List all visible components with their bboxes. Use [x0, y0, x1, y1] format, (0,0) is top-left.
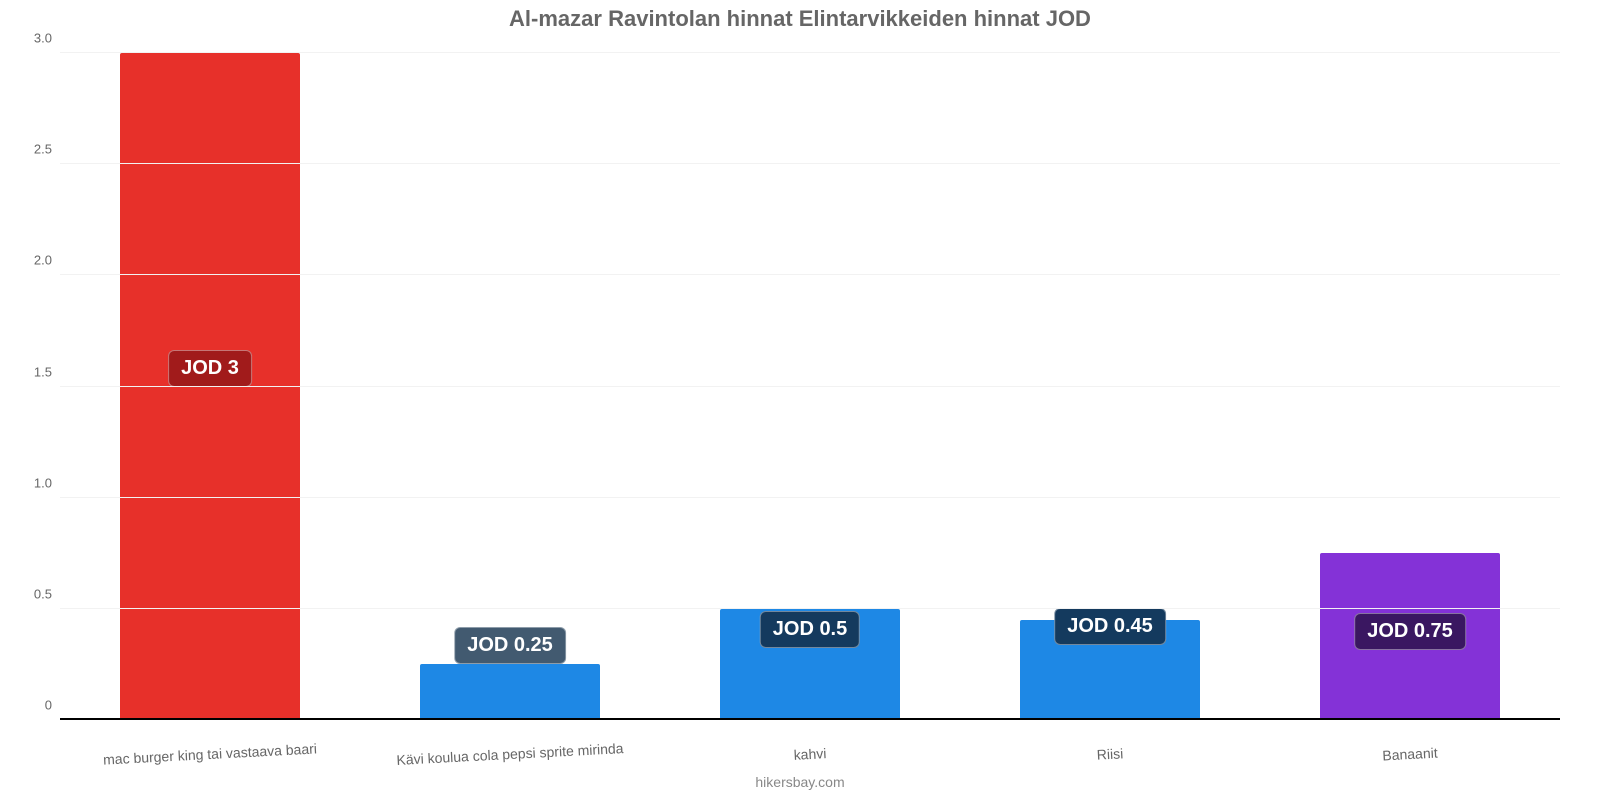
- gridline: [60, 163, 1560, 164]
- attribution-text: hikersbay.com: [0, 774, 1600, 790]
- x-axis-line: [60, 718, 1560, 720]
- gridline: [60, 52, 1560, 53]
- y-tick-label: 3.0: [34, 31, 52, 46]
- bar: JOD 0.25: [420, 664, 600, 720]
- chart-title: Al-mazar Ravintolan hinnat Elintarvikkei…: [0, 0, 1600, 32]
- gridline: [60, 497, 1560, 498]
- bar-slot: JOD 0.75: [1260, 42, 1560, 720]
- bars-container: JOD 3 JOD 0.25 JOD 0.5 JOD 0.45 JOD 0.75: [60, 42, 1560, 720]
- x-axis-label: Kävi koulua cola pepsi sprite mirinda: [360, 738, 660, 770]
- y-tick-label: 1.5: [34, 364, 52, 379]
- gridline: [60, 386, 1560, 387]
- bar: JOD 0.75: [1320, 553, 1500, 720]
- value-badge: JOD 0.75: [1354, 613, 1466, 650]
- value-badge: JOD 0.25: [454, 627, 566, 664]
- bar-slot: JOD 3: [60, 42, 360, 720]
- plot-area: JOD 3JOD 0.25JOD 0.5JOD 0.45JOD 0.75 00.…: [60, 42, 1560, 720]
- x-axis-label: mac burger king tai vastaava baari: [60, 738, 360, 770]
- y-tick-label: 1.0: [34, 475, 52, 490]
- bar-slot: JOD 0.45: [960, 42, 1260, 720]
- value-badge: JOD 0.45: [1054, 608, 1166, 645]
- bar: JOD 3: [120, 53, 300, 720]
- bar-slot: JOD 0.5: [660, 42, 960, 720]
- x-axis-label: kahvi: [660, 738, 960, 770]
- value-badge: JOD 3: [168, 350, 252, 387]
- bar: JOD 0.45: [1020, 620, 1200, 720]
- gridline: [60, 274, 1560, 275]
- value-badge: JOD 0.5: [760, 611, 860, 648]
- x-axis-label: Riisi: [960, 738, 1260, 770]
- y-tick-label: 2.5: [34, 142, 52, 157]
- gridline: [60, 608, 1560, 609]
- x-axis-labels: mac burger king tai vastaava baariKävi k…: [60, 746, 1560, 762]
- price-bar-chart: Al-mazar Ravintolan hinnat Elintarvikkei…: [0, 0, 1600, 800]
- y-tick-label: 2.0: [34, 253, 52, 268]
- y-tick-label: 0: [45, 698, 52, 713]
- bar: JOD 0.5: [720, 609, 900, 720]
- y-tick-label: 0.5: [34, 586, 52, 601]
- bar-slot: JOD 0.25: [360, 42, 660, 720]
- x-axis-label: Banaanit: [1260, 738, 1560, 770]
